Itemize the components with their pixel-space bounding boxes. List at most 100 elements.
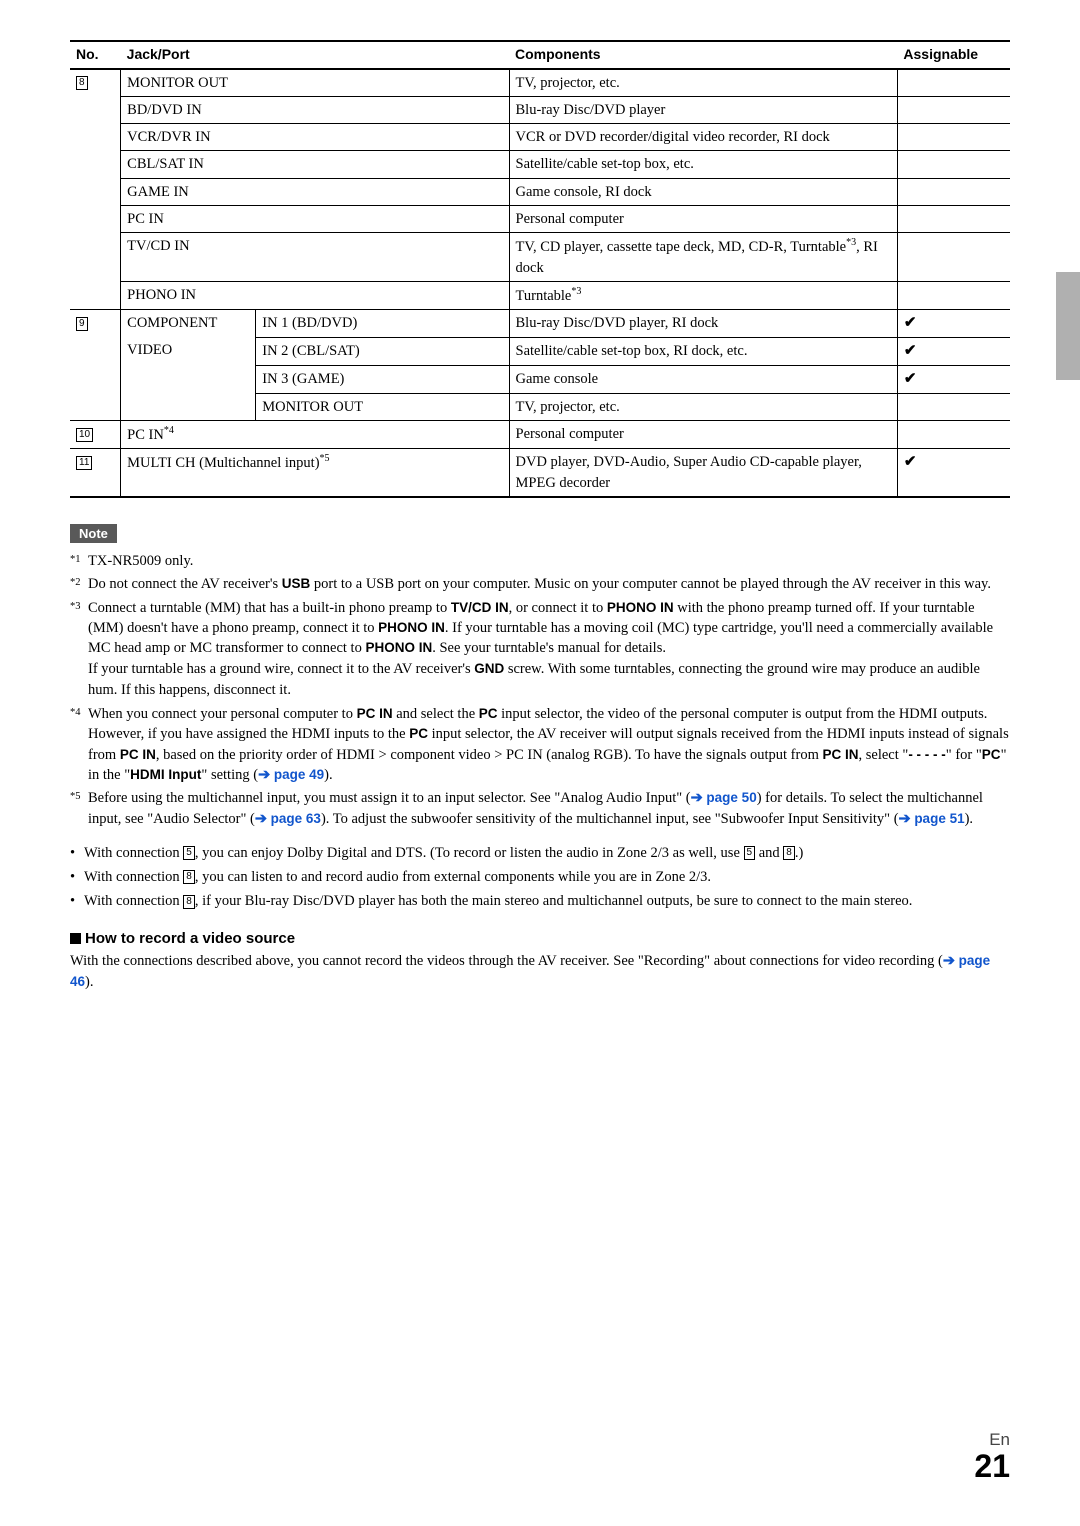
cell-assign [897, 393, 1010, 420]
boxed-icon: 5 [744, 846, 756, 860]
cell-jack: CBL/SAT IN [121, 151, 509, 178]
page-link[interactable]: page 49 [274, 767, 324, 782]
cell-comp: TV, CD player, cassette tape deck, MD, C… [509, 233, 897, 281]
cell-jack: GAME IN [121, 178, 509, 205]
footnote-marker: *5 [70, 788, 88, 805]
list-item: • With connection 8, you can listen to a… [70, 867, 1010, 888]
note-badge: Note [70, 524, 117, 543]
cell-comp: TV, projector, etc. [509, 69, 897, 97]
footnote-text: TX-NR5009 only. [88, 551, 1010, 571]
table-row: VCR/DVR IN VCR or DVD recorder/digital v… [70, 124, 1010, 151]
cell-comp: VCR or DVD recorder/digital video record… [509, 124, 897, 151]
page-link[interactable]: page 50 [706, 790, 756, 805]
cell-sub: IN 1 (BD/DVD) [256, 309, 509, 337]
cell-comp: Game console [509, 365, 897, 393]
cell-assign: ✔ [897, 365, 1010, 393]
cell-no: 9 [70, 309, 121, 337]
table-row: CBL/SAT IN Satellite/cable set-top box, … [70, 151, 1010, 178]
footnote-4: *4 When you connect your personal comput… [70, 704, 1010, 785]
section-text: With the connections described above, yo… [70, 951, 1010, 993]
cell-jack: PC IN*4 [121, 421, 509, 449]
arrow-icon: ➔ [258, 767, 274, 783]
footnote-marker: *1 [70, 551, 88, 568]
cell-assign [897, 96, 1010, 123]
bullet-list: • With connection 5, you can enjoy Dolby… [70, 843, 1010, 912]
footnote-5: *5 Before using the multichannel input, … [70, 788, 1010, 829]
cell-comp: Blu-ray Disc/DVD player, RI dock [509, 309, 897, 337]
footnote-1: *1 TX-NR5009 only. [70, 551, 1010, 571]
arrow-icon: ➔ [899, 811, 915, 827]
cell-jack: PHONO IN [121, 281, 509, 309]
cell-comp: Blu-ray Disc/DVD player [509, 96, 897, 123]
footnote-text: When you connect your personal computer … [88, 704, 1010, 785]
square-icon [70, 933, 81, 944]
cell-sub: IN 2 (CBL/SAT) [256, 337, 509, 365]
boxed-icon: 8 [783, 846, 795, 860]
footnote-marker: *3 [70, 598, 88, 615]
footnote-text: Connect a turntable (MM) that has a buil… [88, 598, 1010, 701]
table-row: 10 PC IN*4 Personal computer [70, 421, 1010, 449]
cell-jack: TV/CD IN [121, 233, 509, 281]
table-row: VIDEO IN 2 (CBL/SAT) Satellite/cable set… [70, 337, 1010, 365]
cell-no: 8 [70, 69, 121, 97]
th-assignable: Assignable [897, 41, 1010, 69]
boxed-icon: 11 [76, 456, 92, 470]
th-components: Components [509, 41, 897, 69]
cell-comp: TV, projector, etc. [509, 393, 897, 420]
boxed-icon: 9 [76, 317, 88, 331]
cell-assign [897, 151, 1010, 178]
table-row: GAME IN Game console, RI dock [70, 178, 1010, 205]
arrow-icon: ➔ [691, 790, 707, 806]
bullet-icon: • [70, 891, 84, 912]
side-tab [1056, 272, 1080, 380]
cell-no: 11 [70, 449, 121, 497]
page-link[interactable]: page 51 [914, 811, 964, 826]
cell-comp: Personal computer [509, 421, 897, 449]
cell-assign [897, 281, 1010, 309]
th-jack: Jack/Port [121, 41, 509, 69]
bullet-icon: • [70, 867, 84, 888]
cell-jack: BD/DVD IN [121, 96, 509, 123]
list-item: • With connection 5, you can enjoy Dolby… [70, 843, 1010, 864]
footnote-marker: *2 [70, 574, 88, 591]
cell-no: 10 [70, 421, 121, 449]
cell-jack: VIDEO [121, 337, 256, 365]
table-row: 8 MONITOR OUT TV, projector, etc. [70, 69, 1010, 97]
cell-assign [897, 206, 1010, 233]
bullet-icon: • [70, 843, 84, 864]
table-row: 11 MULTI CH (Multichannel input)*5 DVD p… [70, 449, 1010, 497]
cell-comp: Game console, RI dock [509, 178, 897, 205]
cell-comp: DVD player, DVD-Audio, Super Audio CD-ca… [509, 449, 897, 497]
th-no: No. [70, 41, 121, 69]
cell-assign [897, 233, 1010, 281]
cell-assign [897, 178, 1010, 205]
page-number: 21 [974, 1450, 1010, 1482]
footnotes: *1 TX-NR5009 only. *2 Do not connect the… [70, 551, 1010, 829]
connections-table: No. Jack/Port Components Assignable 8 MO… [70, 40, 1010, 498]
cell-comp: Personal computer [509, 206, 897, 233]
cell-jack: MONITOR OUT [121, 69, 509, 97]
cell-jack: PC IN [121, 206, 509, 233]
footnote-marker: *4 [70, 704, 88, 721]
cell-assign [897, 124, 1010, 151]
cell-assign: ✔ [897, 337, 1010, 365]
boxed-icon: 10 [76, 428, 93, 442]
page-content: No. Jack/Port Components Assignable 8 MO… [0, 0, 1080, 993]
cell-assign [897, 69, 1010, 97]
cell-comp: Satellite/cable set-top box, RI dock, et… [509, 337, 897, 365]
section-heading: How to record a video source [70, 930, 1010, 947]
cell-jack: COMPONENT [121, 309, 256, 337]
cell-comp: Satellite/cable set-top box, etc. [509, 151, 897, 178]
list-item: • With connection 8, if your Blu-ray Dis… [70, 891, 1010, 912]
table-header-row: No. Jack/Port Components Assignable [70, 41, 1010, 69]
footnote-2: *2 Do not connect the AV receiver's USB … [70, 574, 1010, 594]
page-link[interactable]: page 63 [271, 811, 321, 826]
table-row: MONITOR OUT TV, projector, etc. [70, 393, 1010, 420]
boxed-icon: 5 [183, 846, 195, 860]
cell-comp: Turntable*3 [509, 281, 897, 309]
arrow-icon: ➔ [943, 953, 959, 969]
table-row: IN 3 (GAME) Game console ✔ [70, 365, 1010, 393]
page-footer: En 21 [974, 1430, 1010, 1482]
table-row: BD/DVD IN Blu-ray Disc/DVD player [70, 96, 1010, 123]
table-row: PHONO IN Turntable*3 [70, 281, 1010, 309]
